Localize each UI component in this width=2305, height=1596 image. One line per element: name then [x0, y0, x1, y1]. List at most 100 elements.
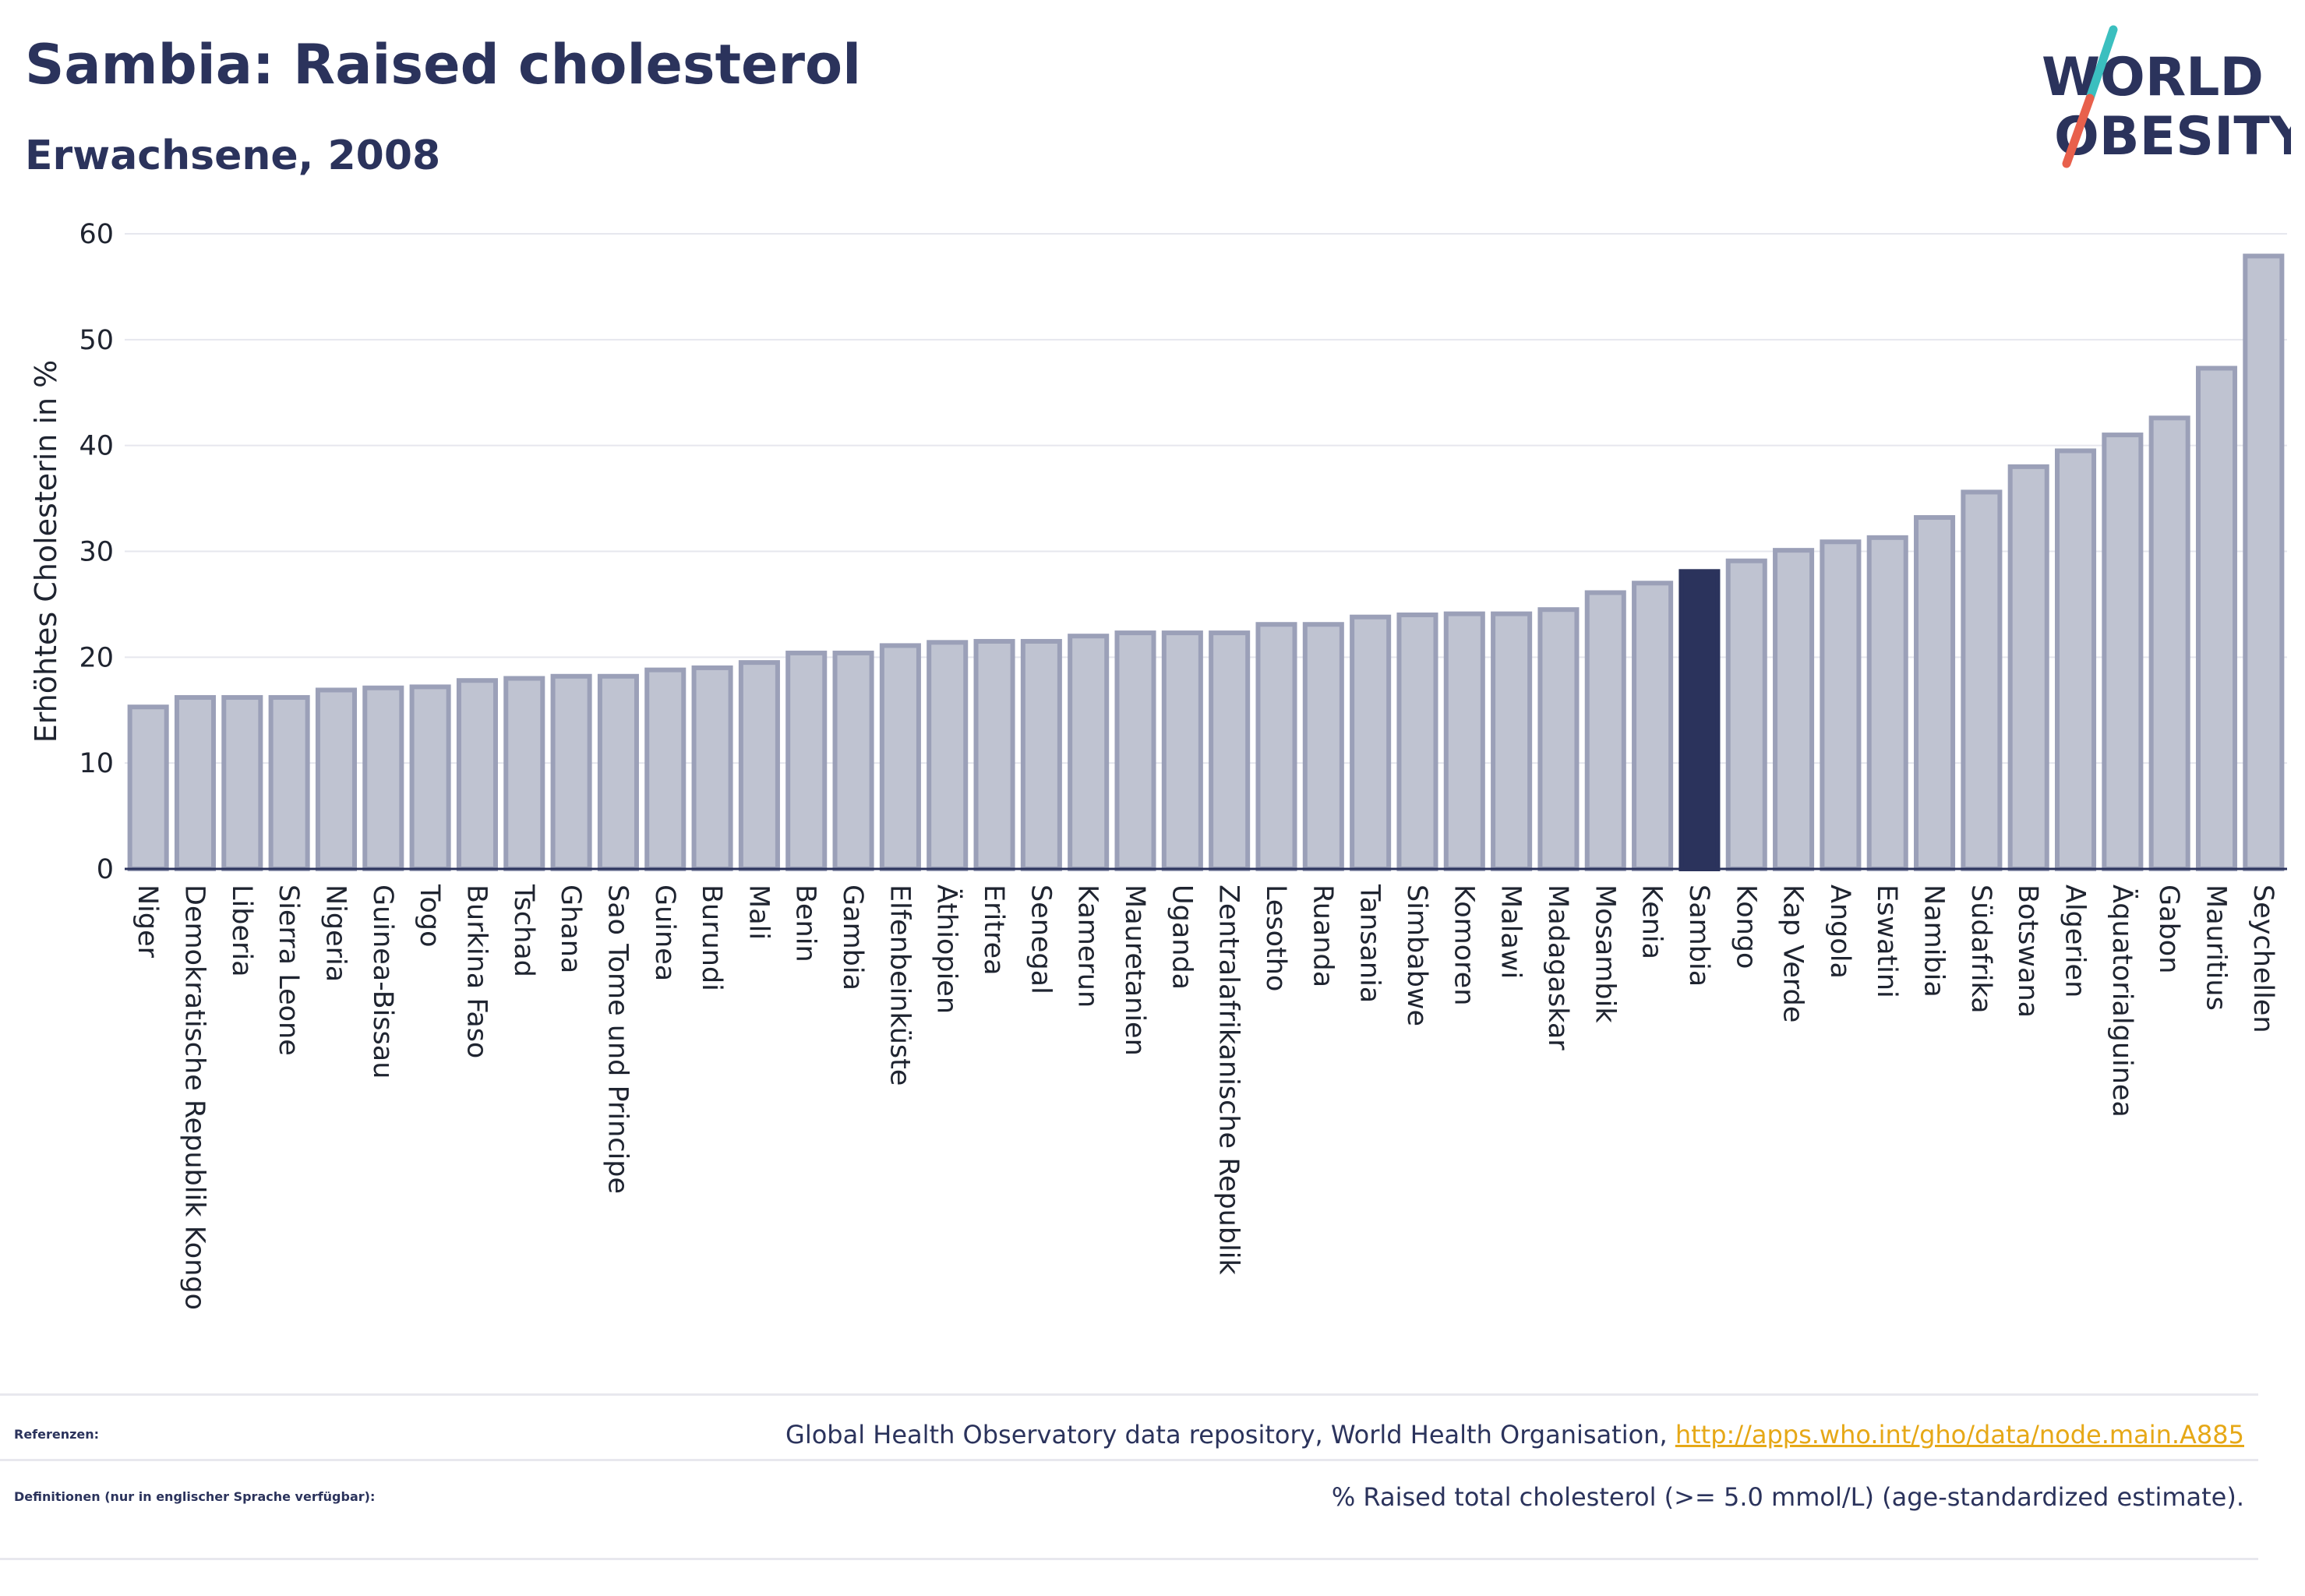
x-tick-label: Sao Tome und Principe — [602, 885, 633, 1194]
y-tick-label: 40 — [79, 431, 114, 462]
x-tick-label: Kamerun — [1072, 885, 1103, 1008]
x-tick-label: Benin — [790, 885, 821, 962]
x-tick-label: Gambia — [837, 885, 868, 990]
x-tick-label: Seychellen — [2247, 885, 2279, 1033]
x-tick-label: Burkina Faso — [461, 885, 492, 1058]
bar — [1632, 581, 1674, 871]
y-axis-label: Erhöhtes Cholesterin in % — [29, 360, 63, 743]
bar — [644, 667, 687, 872]
bar — [1866, 535, 1908, 871]
bar — [268, 694, 310, 872]
x-tick-label: Gabon — [2153, 885, 2184, 973]
x-tick-label: Algerien — [2060, 885, 2091, 998]
x-tick-label: Tansania — [1354, 884, 1385, 1003]
bar — [927, 640, 969, 871]
x-tick-label: Sierra Leone — [273, 885, 304, 1056]
x-tick-label: Mali — [743, 885, 774, 940]
bar — [1020, 638, 1062, 871]
x-tick-label: Zentralafrikanische Republik — [1213, 885, 1244, 1276]
x-tick-label: Liberia — [226, 885, 257, 977]
x-tick-label: Komoren — [1448, 885, 1479, 1005]
x-axis-ticks: Niger Demokratische Republik Kongo Liberia… — [132, 884, 2279, 1310]
bar — [503, 676, 545, 871]
bar — [973, 638, 1015, 871]
x-tick-label: Ghana — [555, 885, 586, 973]
bar — [409, 684, 451, 871]
bar — [1725, 558, 1767, 871]
x-tick-label: Kongo — [1730, 885, 1761, 969]
definitions-value: % Raised total cholesterol (>= 5.0 mmol/… — [1331, 1482, 2244, 1512]
x-tick-label: Eritrea — [978, 885, 1009, 976]
bar — [2102, 433, 2144, 871]
bars — [127, 253, 2285, 872]
x-tick-label: Guinea — [649, 885, 680, 981]
bar — [2195, 365, 2238, 871]
bar-highlight — [1678, 569, 1721, 872]
x-tick-label: Mauretanien — [1119, 885, 1150, 1056]
bar — [1961, 489, 2003, 872]
bar — [1302, 622, 1344, 871]
svg-text:WORLD: WORLD — [2042, 47, 2264, 108]
x-tick-label: Mauritius — [2201, 885, 2232, 1011]
bar — [1255, 622, 1297, 871]
x-tick-label: Guinea-Bissau — [367, 885, 398, 1079]
bar — [738, 660, 780, 871]
x-tick-label: Madagaskar — [1542, 885, 1573, 1050]
bar — [1491, 611, 1533, 871]
x-tick-label: Namibia — [1918, 885, 1950, 998]
bar — [1584, 590, 1626, 871]
bar — [2148, 415, 2190, 871]
y-tick-label: 10 — [79, 748, 114, 779]
chart-title: Sambia: Raised cholesterol — [25, 33, 862, 97]
world-obesity-logo: WORLD OBESITY — [2042, 25, 2291, 168]
x-tick-label: Sambia — [1683, 885, 1714, 987]
x-tick-label: Niger — [132, 885, 163, 959]
bar — [1396, 613, 1438, 871]
references-label: Referenzen: — [14, 1427, 100, 1442]
x-tick-label: Elfenbeinküste — [884, 885, 915, 1086]
bar — [362, 685, 404, 871]
x-tick-label: Mosambik — [1589, 885, 1620, 1023]
y-axis-ticks: 0 10 20 30 40 50 60 — [79, 219, 114, 885]
footer-definitions-row: Definitionen (nur in englischer Sprache … — [0, 1459, 2258, 1560]
x-tick-label: Botswana — [2012, 885, 2043, 1018]
references-value: Global Health Observatory data repositor… — [785, 1418, 2244, 1452]
x-tick-label: Tschad — [508, 884, 539, 977]
bar — [1209, 630, 1251, 871]
x-tick-label: Togo — [414, 884, 445, 947]
y-tick-label: 0 — [97, 854, 114, 885]
x-tick-label: Ruanda — [1307, 885, 1338, 987]
bar — [1443, 611, 1485, 871]
bar — [221, 694, 263, 872]
bar — [456, 678, 498, 872]
y-tick-label: 30 — [79, 537, 114, 568]
bar — [2055, 448, 2097, 871]
references-link[interactable]: http://apps.who.int/gho/data/node.main.A… — [1675, 1420, 2244, 1449]
x-tick-label: Angola — [1824, 885, 1855, 979]
y-tick-label: 20 — [79, 642, 114, 673]
bar — [691, 665, 733, 872]
bar — [550, 673, 592, 871]
bar — [315, 687, 357, 871]
x-tick-label: Eswatini — [1871, 885, 1902, 998]
bar — [1537, 607, 1580, 871]
bar — [1068, 634, 1110, 872]
bar — [1914, 515, 1956, 871]
footer-references-row: Referenzen: Global Health Observatory da… — [0, 1393, 2258, 1449]
x-tick-label: Kap Verde — [1777, 885, 1809, 1022]
references-text: Global Health Observatory data repositor… — [785, 1420, 1675, 1449]
bar — [1114, 630, 1156, 871]
x-tick-label: Malawi — [1495, 885, 1527, 979]
bar — [1820, 539, 1862, 872]
bar — [785, 650, 828, 872]
x-tick-label: Simbabwe — [1401, 885, 1432, 1026]
svg-text:OBESITY: OBESITY — [2054, 106, 2291, 168]
x-tick-label: Uganda — [1166, 885, 1197, 990]
bar — [879, 643, 921, 871]
bar — [174, 694, 217, 872]
bar — [1773, 548, 1815, 871]
bar — [127, 704, 169, 871]
x-tick-label: Südafrika — [1965, 885, 1996, 1014]
x-tick-label: Lesotho — [1260, 885, 1291, 991]
x-tick-label: Burundi — [696, 885, 727, 991]
